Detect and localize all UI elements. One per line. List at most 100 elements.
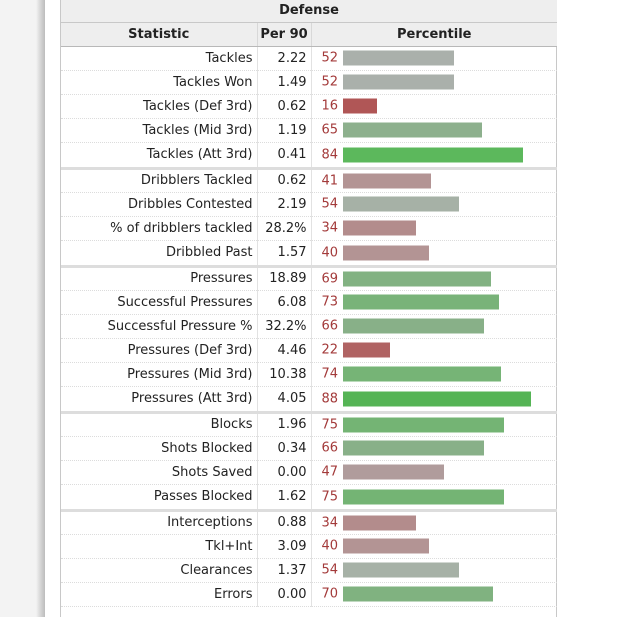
table-row: Pressures (Att 3rd) 4.05 88 <box>61 386 558 414</box>
table-row: Successful Pressures 6.08 73 <box>61 290 558 315</box>
stat-name: Tackles (Mid 3rd) <box>61 118 258 143</box>
per90-value: 1.62 <box>257 484 312 512</box>
stat-name: Pressures (Def 3rd) <box>61 338 258 363</box>
per90-value: 1.37 <box>257 558 312 583</box>
per90-value: 4.05 <box>257 386 312 414</box>
percentile-bar <box>342 417 504 432</box>
percentile-value: 47 <box>321 464 339 480</box>
table-row: Tackles Won 1.49 52 <box>61 70 558 95</box>
stat-name: Pressures (Att 3rd) <box>61 386 258 414</box>
per90-value: 0.88 <box>257 510 312 535</box>
percentile-bar <box>342 366 501 382</box>
per90-value: 3.09 <box>257 534 312 559</box>
per90-value: 1.96 <box>257 412 312 437</box>
per90-value: 0.41 <box>257 142 312 170</box>
percentile-value: 74 <box>321 366 339 382</box>
table-row: Tackles (Att 3rd) 0.41 84 <box>61 142 558 170</box>
per90-value: 10.38 <box>257 362 312 387</box>
table-row: Passes Blocked 1.62 75 <box>61 484 558 512</box>
percentile-value: 52 <box>321 74 339 90</box>
percentile-bar <box>342 196 459 212</box>
percentile-bar <box>342 147 523 162</box>
table-row: Shots Saved 0.00 47 <box>61 460 558 485</box>
percentile-value: 22 <box>321 342 339 358</box>
percentile-bar <box>342 586 493 602</box>
percentile-cell: 22 <box>311 338 558 363</box>
per90-value: 28.2% <box>257 216 312 241</box>
stat-name: Successful Pressure % <box>61 314 258 339</box>
percentile-value: 75 <box>321 417 339 432</box>
percentile-bar <box>342 342 390 358</box>
table-row: Tackles 2.22 52 <box>61 46 558 71</box>
percentile-cell: 75 <box>311 484 558 512</box>
percentile-value: 65 <box>321 122 339 138</box>
percentile-value: 66 <box>321 318 339 334</box>
percentile-bar <box>342 74 454 90</box>
percentile-value: 34 <box>321 220 339 236</box>
table-row: Tackles (Def 3rd) 0.62 16 <box>61 94 558 119</box>
percentile-cell: 52 <box>311 70 558 95</box>
stat-name: Tackles (Att 3rd) <box>61 142 258 170</box>
percentile-cell: 41 <box>311 168 558 193</box>
percentile-bar <box>342 538 429 554</box>
percentile-cell: 34 <box>311 510 558 535</box>
percentile-value: 34 <box>321 515 339 530</box>
stat-name: Pressures (Mid 3rd) <box>61 362 258 387</box>
percentile-bar <box>342 294 499 310</box>
percentile-cell: 65 <box>311 118 558 143</box>
per90-value: 6.08 <box>257 290 312 315</box>
percentile-bar <box>342 440 484 456</box>
percentile-cell: 88 <box>311 386 558 414</box>
stat-name: Interceptions <box>61 510 258 535</box>
percentile-bar <box>342 50 454 66</box>
table-row: % of dribblers tackled 28.2% 34 <box>61 216 558 241</box>
percentile-value: 40 <box>321 245 339 260</box>
percentile-cell: 40 <box>311 534 558 559</box>
stat-name: Tackles (Def 3rd) <box>61 94 258 119</box>
percentile-value: 73 <box>321 294 339 310</box>
percentile-cell: 74 <box>311 362 558 387</box>
stat-name: Dribbled Past <box>61 240 258 268</box>
table-row: Blocks 1.96 75 <box>61 412 558 437</box>
percentile-cell: 70 <box>311 582 558 607</box>
percentile-bar <box>342 391 531 406</box>
percentile-bar <box>342 464 444 480</box>
table-row: Tkl+Int 3.09 40 <box>61 534 558 559</box>
column-header-percentile[interactable]: Percentile <box>311 22 558 47</box>
per90-value: 4.46 <box>257 338 312 363</box>
percentile-value: 40 <box>321 538 339 554</box>
stat-name: Dribbles Contested <box>61 192 258 217</box>
percentile-cell: 54 <box>311 192 558 217</box>
per90-value: 0.62 <box>257 94 312 119</box>
table-title: Defense <box>61 0 558 23</box>
table-row: Interceptions 0.88 34 <box>61 510 558 535</box>
table-row: Shots Blocked 0.34 66 <box>61 436 558 461</box>
percentile-bar <box>342 173 431 188</box>
table-row: Errors 0.00 70 <box>61 582 558 607</box>
stat-name: Tackles Won <box>61 70 258 95</box>
percentile-value: 70 <box>321 586 339 602</box>
percentile-cell: 40 <box>311 240 558 268</box>
percentile-bar <box>342 318 484 334</box>
stat-name: Tkl+Int <box>61 534 258 559</box>
per90-value: 32.2% <box>257 314 312 339</box>
stat-name: Passes Blocked <box>61 484 258 512</box>
percentile-value: 88 <box>321 391 339 406</box>
table-row: Pressures (Def 3rd) 4.46 22 <box>61 338 558 363</box>
column-header-statistic[interactable]: Statistic <box>61 22 258 47</box>
stat-name: Shots Blocked <box>61 436 258 461</box>
per90-value: 1.57 <box>257 240 312 268</box>
percentile-cell: 66 <box>311 314 558 339</box>
percentile-bar <box>342 515 416 530</box>
percentile-value: 41 <box>321 173 339 188</box>
per90-value: 0.34 <box>257 436 312 461</box>
per90-value: 0.62 <box>257 168 312 193</box>
column-header-per90[interactable]: Per 90 <box>257 22 312 47</box>
percentile-bar <box>342 489 504 504</box>
stat-name: Shots Saved <box>61 460 258 485</box>
per90-value: 18.89 <box>257 266 312 291</box>
percentile-cell: 54 <box>311 558 558 583</box>
stat-name: Successful Pressures <box>61 290 258 315</box>
percentile-value: 69 <box>321 271 339 286</box>
stat-name: Pressures <box>61 266 258 291</box>
